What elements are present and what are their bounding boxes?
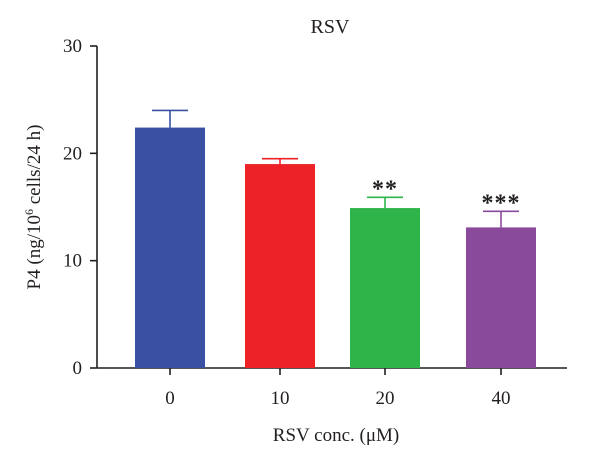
significance-markers: ***** bbox=[372, 176, 521, 216]
x-axis: 0 10 20 40 bbox=[97, 367, 567, 409]
chart-title: RSV bbox=[311, 16, 350, 38]
significance-40: *** bbox=[482, 190, 521, 216]
x-tick-label: 40 bbox=[492, 388, 511, 409]
y-axis-label-part-1: P4 (ng/10 bbox=[24, 215, 45, 289]
x-tick-label: 0 bbox=[165, 388, 175, 409]
y-axis-label: P4 (ng/106 cells/24 h) bbox=[22, 125, 45, 290]
x-ticks: 0 10 20 40 bbox=[165, 368, 511, 409]
bar-10 bbox=[245, 164, 315, 368]
x-tick-label: 20 bbox=[376, 388, 395, 409]
y-axis: 0 10 20 30 bbox=[63, 36, 98, 379]
y-tick-label: 0 bbox=[73, 358, 83, 379]
bar-40 bbox=[466, 227, 536, 368]
y-axis-label-part-2: cells/24 h) bbox=[24, 125, 45, 209]
bar-0 bbox=[135, 127, 205, 368]
y-axis-label-exponent: 6 bbox=[22, 209, 36, 215]
bars bbox=[135, 127, 536, 368]
y-tick-label: 10 bbox=[63, 251, 82, 272]
bar-20 bbox=[350, 208, 420, 368]
x-axis-label: RSV conc. (μM) bbox=[273, 425, 399, 446]
y-ticks: 0 10 20 30 bbox=[63, 36, 97, 379]
y-tick-label: 30 bbox=[63, 36, 82, 57]
y-tick-label: 20 bbox=[63, 143, 82, 164]
x-tick-label: 10 bbox=[271, 388, 290, 409]
error-bars bbox=[152, 109, 519, 228]
significance-20: ** bbox=[372, 176, 398, 202]
